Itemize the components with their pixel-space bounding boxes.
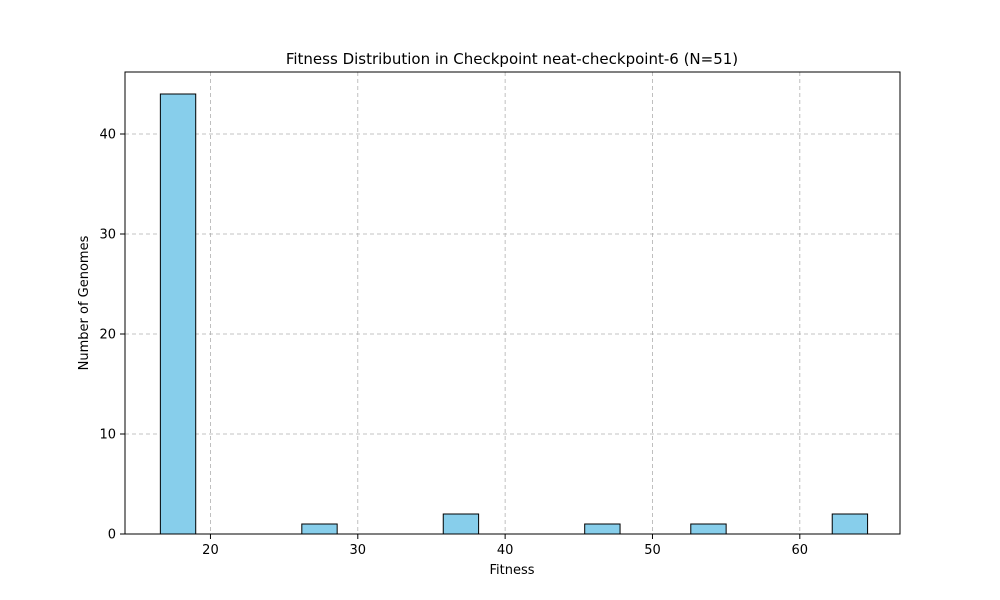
histogram-bar-8 <box>442 513 480 535</box>
x-tick-label-30: 30 <box>350 543 367 558</box>
histogram-bar-15 <box>690 523 727 535</box>
histogram-bar-19 <box>831 513 869 535</box>
bars <box>159 93 869 535</box>
y-axis-label: Number of Genomes <box>77 235 92 370</box>
x-tick-label-60: 60 <box>792 543 809 558</box>
grid <box>125 72 900 535</box>
y-tick-label-20: 20 <box>99 328 116 343</box>
x-tick-label-40: 40 <box>497 543 514 558</box>
axis-ticks: 20 30 40 50 60 0 10 20 30 40 <box>99 128 808 559</box>
y-tick-label-10: 10 <box>99 428 116 443</box>
y-tick-label-30: 30 <box>99 228 116 243</box>
y-tick-label-0: 0 <box>108 528 116 543</box>
x-tick-label-50: 50 <box>644 543 661 558</box>
chart-title: Fitness Distribution in Checkpoint neat-… <box>286 50 738 68</box>
plot-frame <box>124 71 901 535</box>
histogram-bar-12 <box>584 523 621 535</box>
histogram-bar-0 <box>159 93 197 535</box>
x-axis-label: Fitness <box>489 563 534 578</box>
histogram-bar-4 <box>301 523 338 535</box>
x-tick-label-20: 20 <box>202 543 219 558</box>
y-tick-label-40: 40 <box>99 128 116 143</box>
